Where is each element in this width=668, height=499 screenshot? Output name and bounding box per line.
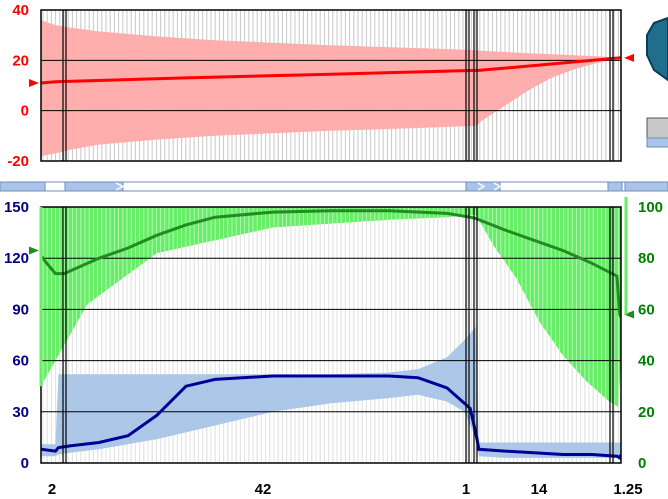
scrollbar-track[interactable] [0,181,668,192]
scroll-right-icon[interactable] [477,182,486,191]
y-tick-label-left: 120 [4,250,29,267]
x-tick-label: 2 [48,481,56,498]
y-tick-label: 40 [12,2,29,19]
scrollbar-segment[interactable] [607,181,623,192]
temperature-line [41,56,621,85]
right-value-marker-icon [624,53,634,62]
x-tick-label: 14 [531,481,548,498]
y-tick-label-right: 0 [638,455,646,472]
timeline-scrollbar[interactable] [0,181,668,192]
panel-toggle-indicator[interactable] [646,137,668,148]
y-tick-label: 0 [21,103,29,120]
y-tick-label-left: 90 [12,301,29,318]
y-tick-label-left: 30 [12,404,29,421]
y-tick-label: -20 [7,153,29,170]
y-tick-label-right: 40 [638,353,655,370]
precip-range-band [41,326,621,458]
humidity-line [41,209,621,318]
x-tick-label: 1.25 [613,481,642,498]
y-tick-label-left: 60 [12,353,29,370]
right-value-marker-icon [624,310,634,319]
x-tick-label: 42 [255,481,272,498]
scrollbar-segment[interactable] [624,181,668,192]
y-tick-label-left: 150 [4,199,29,216]
precip-line [41,374,621,461]
top-dividers [62,10,614,161]
scrollbar-segment[interactable] [64,181,124,192]
y-tick-label-left: 0 [21,455,29,472]
scroll-right-icon[interactable] [493,182,502,191]
y-tick-label-right: 60 [638,301,655,318]
y-tick-label-right: 20 [638,404,655,421]
bottom-panel: 150 120 90 60 30 0 100 80 60 40 20 0 2 42 1 14 1.25 [4,197,663,498]
panel-toggle-button[interactable] [646,117,668,139]
temperature-range-band [41,20,621,156]
top-plot-border [40,9,622,162]
bottom-dividers [62,207,614,463]
scrollbar-segment[interactable] [0,181,46,192]
compass-dial-icon[interactable] [646,16,668,82]
y-tick-label-right: 100 [638,199,663,216]
y-tick-label-right: 80 [638,250,655,267]
scroll-right-icon[interactable] [115,182,125,191]
side-widgets[interactable] [646,16,668,148]
left-value-marker-icon [29,246,39,255]
y-tick-label: 20 [12,52,29,69]
humidity-range-band [41,207,621,407]
x-tick-label: 1 [462,481,470,498]
left-value-marker-icon [29,78,39,87]
top-panel: 40 20 0 -20 [7,2,634,170]
